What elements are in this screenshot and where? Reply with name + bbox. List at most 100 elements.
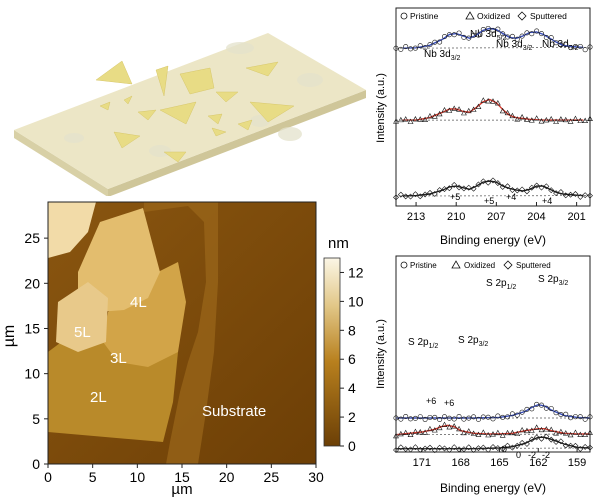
data-point: [524, 427, 530, 434]
data-point: [431, 447, 438, 454]
data-point: [451, 32, 457, 38]
afm-height-map: [48, 202, 316, 464]
data-point: [548, 436, 555, 443]
data-point: [480, 27, 486, 33]
data-point: [427, 113, 433, 119]
data-point: [437, 39, 443, 45]
data-point: [505, 414, 511, 420]
data-point: [548, 187, 555, 194]
data-point: [504, 442, 511, 449]
data-point: [568, 45, 574, 51]
data-point: [436, 187, 443, 193]
data-point: [567, 118, 574, 124]
data-point: [446, 415, 452, 421]
data-point: [514, 187, 521, 194]
data-point: [494, 445, 501, 452]
data-point: [558, 42, 564, 48]
data-point: [402, 193, 409, 200]
data-point: [519, 439, 526, 446]
svg-text:+5: +5: [450, 192, 460, 202]
data-point: [543, 117, 550, 123]
legend-sputtered: Sputtered: [530, 11, 567, 21]
data-point: [456, 184, 462, 191]
data-point: [485, 98, 492, 104]
x-tick-label: 162: [529, 457, 547, 469]
data-point: [393, 447, 399, 453]
data-point: [567, 442, 574, 449]
data-point: [485, 414, 491, 420]
data-point: [519, 426, 526, 433]
data-point: [412, 428, 419, 434]
x-tick-label: 171: [413, 457, 431, 469]
data-point: [461, 416, 467, 422]
x-tick-label: 213: [407, 211, 425, 223]
data-point: [505, 34, 511, 40]
legend-pristine: Pristine: [410, 261, 437, 270]
colorbar-tick-label: 12: [348, 264, 364, 280]
svg-text:Nb 3d3/2: Nb 3d3/2: [496, 39, 533, 52]
afm-y-tick-label: 25: [24, 230, 40, 246]
data-point: [436, 444, 443, 451]
data-point: [412, 444, 419, 451]
data-point: [407, 118, 414, 124]
data-point: [446, 107, 453, 113]
data-point: [495, 413, 501, 419]
data-point: [562, 192, 569, 199]
data-point: [446, 32, 452, 38]
series-line-oxidized: [402, 98, 584, 121]
data-point: [558, 412, 564, 418]
data-point: [557, 116, 564, 122]
data-point: [524, 30, 530, 36]
data-point: [524, 406, 530, 412]
data-point: [548, 406, 554, 412]
data-point: [543, 183, 550, 190]
data-point: [524, 441, 530, 447]
data-point: [460, 109, 467, 116]
data-point: [397, 444, 404, 451]
data-point: [529, 406, 535, 412]
data-point: [466, 415, 472, 421]
x-tick-label: 165: [490, 457, 508, 469]
data-point: [417, 414, 423, 420]
data-point: [465, 107, 472, 114]
data-point: [577, 117, 584, 124]
xps-s-peak-labels-top: S 2p1/2 S 2p3/2: [486, 274, 568, 291]
data-point: [460, 185, 467, 192]
xps-nb-peak-labels: Nb 3d3/2 Nb 3d5/2 Nb 3d3/2 Nb 3d5/2: [424, 29, 579, 62]
data-point: [466, 35, 472, 41]
x-tick-label: 207: [487, 211, 505, 223]
xps-s-oxidation-labels: +6 +6 0 0 -2 -2: [426, 396, 550, 460]
xps-s-peak-labels-mid: S 2p1/2 S 2p3/2: [408, 335, 488, 350]
series-baseline: [395, 47, 591, 49]
xps-nb-legend: Pristine Oxidized Sputtered: [400, 11, 567, 21]
data-point: [471, 414, 477, 420]
xps-nb-plot-area: [393, 25, 593, 201]
data-point: [499, 107, 506, 114]
data-point: [509, 187, 516, 193]
data-point: [412, 191, 419, 198]
data-point: [451, 444, 458, 451]
data-point: [436, 424, 443, 431]
data-point: [577, 194, 584, 200]
data-point: [514, 430, 521, 437]
data-point: [422, 416, 428, 422]
xps-s-plot-area: [393, 401, 593, 454]
data-point: [470, 430, 477, 436]
data-point: [577, 446, 584, 452]
data-point: [417, 193, 424, 200]
data-point: [441, 107, 448, 113]
data-point: [398, 46, 404, 52]
data-point: [480, 414, 486, 420]
svg-text:Nb 3d3/2: Nb 3d3/2: [424, 49, 461, 62]
data-point: [534, 28, 540, 34]
data-point: [490, 416, 496, 422]
data-point: [485, 179, 492, 186]
data-point: [441, 186, 448, 193]
xps-nb-y-axis-label: Intensity (a.u.): [375, 73, 387, 143]
svg-text:+5: +5: [484, 196, 494, 206]
data-point: [456, 425, 462, 432]
data-point: [548, 116, 555, 122]
afm-x-tick-label: 30: [308, 469, 324, 485]
data-point: [432, 414, 438, 420]
xps-s-x-axis-label: Binding energy (eV): [440, 481, 546, 495]
